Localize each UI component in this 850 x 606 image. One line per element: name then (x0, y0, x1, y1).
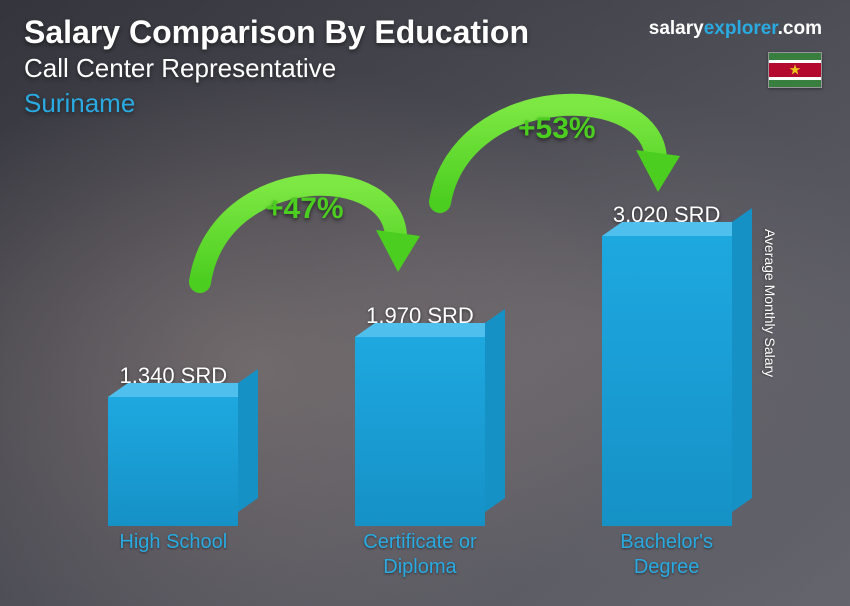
header: Salary Comparison By Education Call Cent… (24, 14, 529, 119)
country-label: Suriname (24, 88, 529, 119)
page-title: Salary Comparison By Education (24, 14, 529, 51)
bar-side (732, 208, 752, 512)
flag-star-icon: ★ (789, 63, 802, 77)
x-labels-container: High School Certificate orDiploma Bachelor… (50, 530, 790, 586)
bar-front (355, 337, 485, 526)
bar-3d (355, 337, 485, 526)
bar-3d (602, 236, 732, 526)
bar-group: 1,340 SRD (108, 363, 238, 526)
brand-suffix: .com (778, 18, 822, 39)
flag-stripe (769, 53, 821, 60)
bar-group: 3,020 SRD (602, 202, 732, 526)
bar-top (355, 323, 505, 337)
bar-front (108, 397, 238, 526)
bar-top (108, 383, 258, 397)
flag-stripe: ★ (769, 63, 821, 77)
x-axis-label: Bachelor'sDegree (577, 530, 757, 586)
x-axis-label: High School (83, 530, 263, 586)
bar-3d (108, 397, 238, 526)
bar-front (602, 236, 732, 526)
flag-stripe (769, 80, 821, 87)
bars-container: 1,340 SRD 1,970 SRD 3,020 SRD (50, 150, 790, 526)
flag-icon: ★ (768, 52, 822, 88)
brand-mid: explorer (704, 18, 778, 39)
brand-logo: salaryexplorer.com (649, 18, 822, 40)
bar-side (238, 369, 258, 512)
bar-top (602, 222, 752, 236)
chart-area: 1,340 SRD 1,970 SRD 3,020 SRD High School C… (50, 150, 790, 586)
x-axis-label: Certificate orDiploma (330, 530, 510, 586)
bar-group: 1,970 SRD (355, 303, 485, 526)
subtitle: Call Center Representative (24, 53, 529, 84)
bar-side (485, 309, 505, 512)
brand-prefix: salary (649, 18, 704, 39)
